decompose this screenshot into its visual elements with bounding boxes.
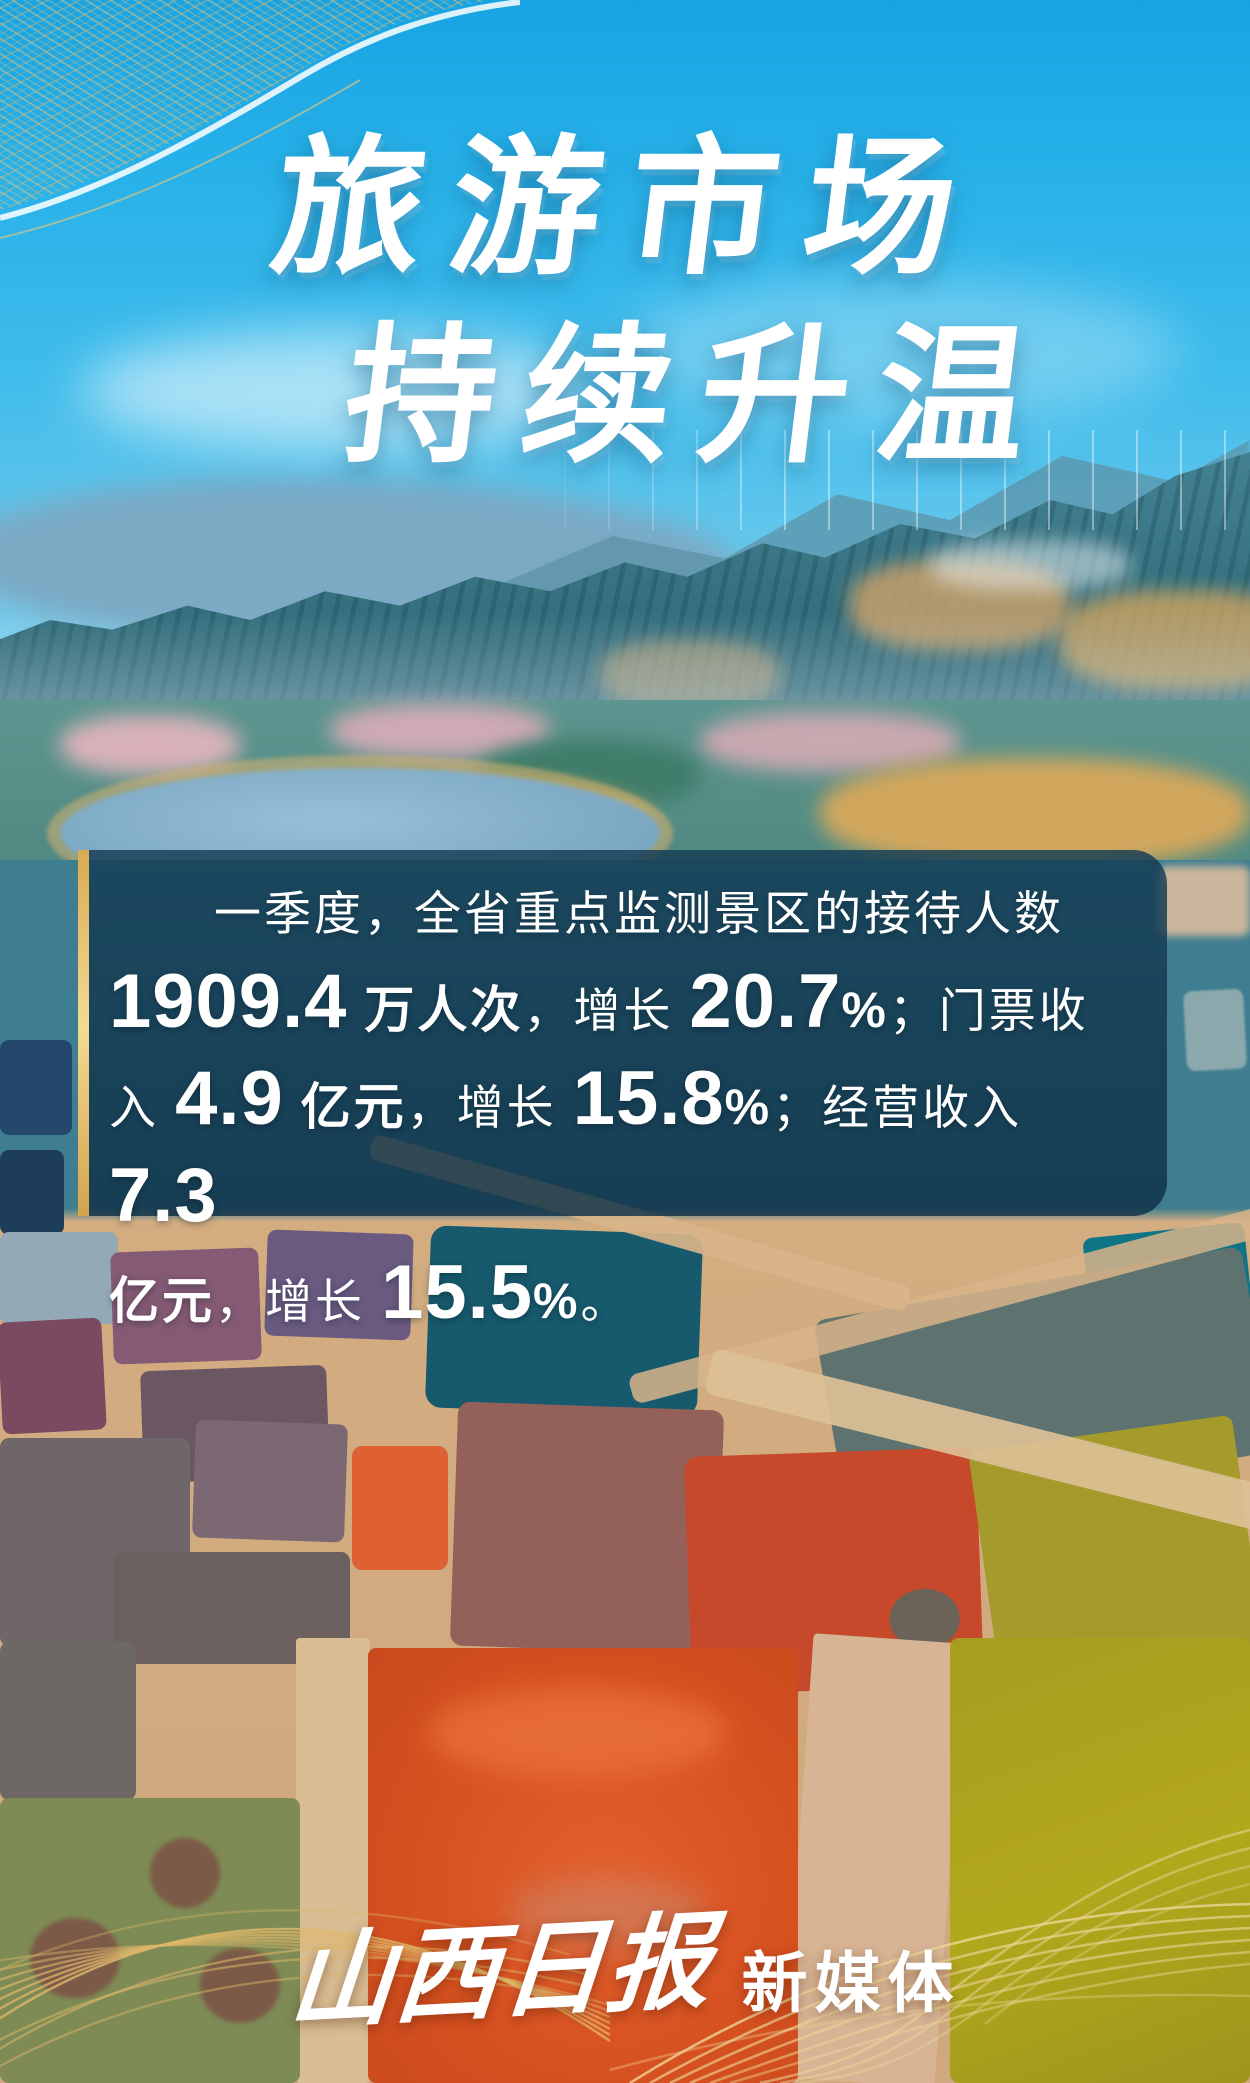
stat-text-segment: 万人次 <box>347 982 524 1038</box>
stat-text-segment: 7.3 <box>109 1153 218 1238</box>
cloud-haze <box>620 280 1180 420</box>
statistics-text: 一季度，全省重点监测景区的接待人数 1909.4 万人次，增长 20.7%；门票收… <box>78 850 1167 1346</box>
village-strip <box>1158 866 1250 936</box>
salt-pond <box>191 1419 349 1543</box>
stat-text-segment: 1909.4 <box>109 959 348 1044</box>
stat-text-segment: 4.9 <box>175 1056 284 1141</box>
salt-pond <box>449 1401 725 1655</box>
stat-text-segment: 15.5 <box>381 1250 533 1335</box>
gold-mesh-wave-icon <box>0 0 520 239</box>
brand-logo-calligraphy: 山西日报 <box>284 1898 719 2045</box>
dike-column <box>296 1638 370 2083</box>
stat-text-segment: ；门票收 <box>888 984 1089 1037</box>
brand-suffix-label: 新媒体 <box>741 1946 961 2020</box>
salt-pond <box>0 1150 64 1235</box>
statistics-panel: 一季度，全省重点监测景区的接待人数 1909.4 万人次，增长 20.7%；门票收… <box>78 850 1167 1335</box>
stat-text-segment: % <box>532 1273 581 1329</box>
stat-text-segment: % <box>724 1079 773 1135</box>
stat-text-segment: ；经营收入 <box>772 1081 1023 1134</box>
poster-title-line2: 持续升温 <box>335 312 1065 480</box>
stat-text-segment: ，增长 <box>215 1275 382 1328</box>
village-patch <box>700 712 960 772</box>
brand-footer: 山西日报 新媒体 <box>284 1899 961 2045</box>
salt-pond <box>0 1040 72 1135</box>
stat-text-segment: 亿元 <box>283 1079 407 1135</box>
gold-arc-lines-icon <box>0 1908 610 2068</box>
stat-text-segment: ，增长 <box>523 984 690 1037</box>
gold-arc-lines-icon <box>610 1828 1250 2083</box>
stat-text-segment: 15.8 <box>572 1056 725 1141</box>
salt-pond <box>0 1232 118 1324</box>
stat-text-segment: 亿元 <box>109 1273 215 1329</box>
golden-shore <box>820 758 1250 868</box>
stat-text-segment: 入 <box>109 1081 176 1134</box>
stat-text-segment: ，增长 <box>406 1081 573 1134</box>
stat-text-segment: 一季度，全省重点监测景区的接待人数 <box>214 887 1064 940</box>
pier <box>1182 988 1248 1072</box>
stat-text-segment: % <box>841 982 889 1038</box>
poster-title-line1: 旅游市场 <box>263 124 993 292</box>
salt-pond <box>352 1446 448 1570</box>
stat-text-segment: 20.7 <box>689 959 842 1044</box>
gold-accent-bar <box>78 850 89 1216</box>
stat-text-segment: 。 <box>580 1275 631 1328</box>
snow-highlight <box>930 540 1130 590</box>
salt-pond <box>0 1642 136 1800</box>
salt-pond-olive <box>950 1638 1250 2083</box>
village-patch <box>60 715 240 775</box>
wind-turbines <box>520 430 1250 530</box>
cloud-haze <box>80 330 600 450</box>
